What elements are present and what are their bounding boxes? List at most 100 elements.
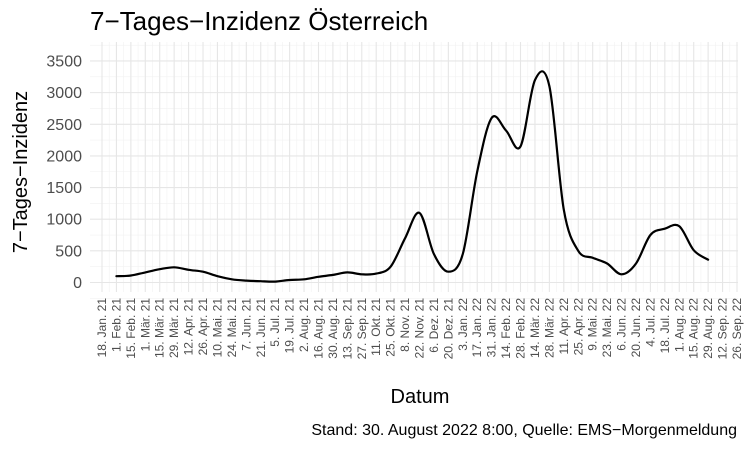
- data-point: [288, 279, 291, 281]
- data-point: [115, 275, 118, 277]
- x-tick-label: 5. Jul. 21: [268, 298, 282, 347]
- x-tick-label: 1. Mär. 21: [138, 298, 152, 352]
- data-point: [332, 274, 334, 276]
- x-tick-label: 28. Feb. 22: [514, 298, 528, 359]
- x-tick-label: 17. Jan. 22: [470, 298, 484, 358]
- data-point: [317, 276, 320, 278]
- y-tick-label: 1500: [46, 180, 82, 197]
- data-point: [692, 249, 695, 252]
- x-tick-label: 26. Apr. 21: [196, 298, 210, 356]
- x-axis-ticks: 18. Jan. 21 1. Feb. 21 15. Feb. 21 1. Mär. …: [95, 298, 744, 360]
- data-point: [259, 280, 262, 283]
- data-point: [664, 227, 666, 230]
- data-point: [144, 271, 147, 274]
- x-tick-label: 25. Apr. 22: [571, 298, 585, 356]
- y-tick-label: 500: [55, 243, 82, 260]
- data-point: [303, 278, 305, 281]
- data-point: [505, 129, 507, 132]
- data-point: [375, 272, 378, 275]
- y-tick-label: 1000: [46, 212, 82, 229]
- x-tick-label: 27. Sep. 21: [355, 298, 369, 360]
- x-tick-label: 22. Nov. 21: [413, 298, 427, 359]
- chart-title: 7−Tages−Inzidenz Österreich: [90, 6, 428, 36]
- x-tick-label: 2. Aug. 21: [297, 298, 311, 352]
- x-tick-label: 15. Mär. 21: [153, 298, 167, 358]
- x-tick-label: 19. Jul. 21: [283, 298, 297, 354]
- x-tick-label: 11. Okt. 21: [369, 298, 383, 356]
- data-point: [649, 234, 652, 236]
- data-point: [216, 275, 219, 277]
- x-tick-label: 7. Jun. 21: [239, 298, 253, 351]
- x-tick-label: 14. Mär. 22: [528, 298, 542, 358]
- y-tick-label: 0: [73, 275, 82, 292]
- y-tick-label: 3500: [46, 53, 82, 70]
- x-tick-label: 14. Feb. 22: [499, 298, 513, 359]
- x-tick-label: 4. Jul. 22: [643, 298, 657, 347]
- data-point: [231, 278, 233, 281]
- data-point: [534, 79, 536, 81]
- data-point: [433, 253, 435, 255]
- data-point: [461, 253, 464, 255]
- data-point: [591, 257, 594, 259]
- data-point: [490, 117, 493, 119]
- data-point: [678, 225, 681, 227]
- x-tick-label: 3. Jan. 22: [456, 298, 470, 351]
- data-point: [130, 274, 132, 277]
- grid: [90, 42, 738, 299]
- x-tick-label: 10. Mai. 21: [210, 298, 224, 358]
- x-tick-label: 20. Jun. 22: [629, 298, 643, 358]
- x-tick-label: 18. Jul. 22: [658, 298, 672, 354]
- x-tick-label: 29. Mär. 21: [167, 298, 181, 358]
- data-point: [245, 279, 248, 282]
- x-tick-label: 26. Sep. 22: [730, 298, 744, 360]
- x-tick-label: 1. Aug. 22: [672, 298, 686, 352]
- data-point: [519, 145, 522, 148]
- y-axis-title: 7−Tages−Inzidenz: [10, 91, 32, 253]
- data-point: [620, 273, 623, 276]
- x-tick-label: 24. Mai. 21: [225, 298, 239, 358]
- data-point: [389, 265, 392, 268]
- x-tick-label: 11. Apr. 22: [557, 298, 571, 355]
- data-point: [707, 258, 709, 261]
- x-tick-label: 23. Mai. 22: [600, 298, 614, 358]
- data-point: [346, 271, 349, 274]
- y-tick-label: 3000: [46, 85, 82, 102]
- data-point: [202, 270, 204, 273]
- x-tick-label: 16. Aug. 21: [311, 298, 325, 359]
- data-point: [606, 262, 608, 265]
- x-tick-label: 6. Jun. 22: [615, 298, 629, 351]
- x-tick-label: 12. Sep. 22: [716, 298, 730, 360]
- x-tick-label: 8. Nov. 21: [398, 298, 412, 352]
- x-tick-label: 21. Jun. 21: [254, 298, 268, 358]
- data-point: [187, 269, 190, 271]
- x-tick-label: 29. Aug. 22: [701, 298, 715, 359]
- data-point: [404, 237, 406, 240]
- x-tick-label: 13. Sep. 21: [340, 298, 354, 360]
- data-point: [635, 262, 637, 265]
- x-tick-label: 18. Jan. 21: [95, 298, 109, 358]
- data-point: [274, 280, 276, 283]
- data-point: [158, 268, 161, 271]
- x-tick-label: 15. Aug. 22: [687, 298, 701, 359]
- series-group: [115, 70, 710, 283]
- data-point: [563, 208, 565, 211]
- x-tick-label: 25. Okt. 21: [384, 298, 398, 357]
- y-axis-ticks: 0 500 1000 1500 2000 2500 3000 3500: [46, 53, 82, 292]
- x-axis-title: Datum: [391, 386, 450, 408]
- x-tick-label: 31. Jan. 22: [485, 298, 499, 358]
- x-tick-label: 30. Aug. 21: [326, 298, 340, 359]
- x-tick-label: 6. Dez. 21: [427, 298, 441, 353]
- x-tick-label: 12. Apr. 21: [182, 298, 196, 356]
- y-tick-label: 2000: [46, 148, 82, 165]
- caption: Stand: 30. August 2022 8:00, Quelle: EMS…: [311, 422, 737, 439]
- x-tick-label: 20. Dez. 21: [441, 298, 455, 360]
- x-tick-label: 1. Feb. 21: [109, 298, 123, 352]
- x-tick-label: 15. Feb. 21: [124, 298, 138, 359]
- data-point: [476, 170, 479, 173]
- data-point: [418, 212, 421, 214]
- data-point: [360, 273, 363, 276]
- x-tick-label: 9. Mai. 22: [586, 298, 600, 351]
- data-point: [173, 266, 175, 269]
- data-point: [577, 250, 580, 252]
